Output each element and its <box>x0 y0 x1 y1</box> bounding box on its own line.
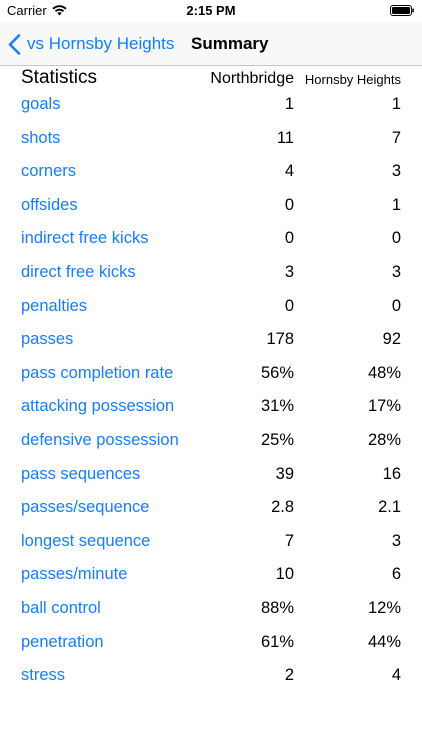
stat-row[interactable]: corners 4 3 <box>0 157 422 191</box>
team-a-value: 0 <box>284 296 294 315</box>
team-b-value: 28% <box>367 430 401 449</box>
stat-row[interactable]: shots 11 7 <box>0 124 422 158</box>
carrier-label: Carrier <box>7 3 47 18</box>
team-a-value: 88% <box>260 598 294 617</box>
team-b-value: 0 <box>391 296 401 315</box>
team-a-value: 3 <box>284 262 294 281</box>
team-a-value: 31% <box>260 397 294 416</box>
team-a-value: 0 <box>284 195 294 214</box>
stat-label[interactable]: passes/minute <box>21 565 128 584</box>
stat-label[interactable]: corners <box>21 162 77 181</box>
team-a-header: Northbridge <box>210 70 294 87</box>
stat-label[interactable]: longest sequence <box>21 531 151 550</box>
team-b-value: 92 <box>382 330 401 349</box>
stat-row[interactable]: direct free kicks 3 3 <box>0 258 422 292</box>
stat-label[interactable]: offsides <box>21 195 78 214</box>
team-a-value: 56% <box>260 363 294 382</box>
navigation-bar: vs Hornsby Heights Summary <box>0 22 422 66</box>
team-a-value: 0 <box>284 229 294 248</box>
team-b-value: 2.1 <box>378 498 401 517</box>
team-b-value: 1 <box>391 195 401 214</box>
stat-label[interactable]: shots <box>21 128 61 147</box>
status-bar: Carrier 2:15 PM <box>0 0 422 22</box>
stat-row[interactable]: attacking possession 31% 17% <box>0 392 422 426</box>
clock: 2:15 PM <box>186 3 236 18</box>
battery-icon <box>390 5 414 16</box>
team-b-value: 17% <box>367 397 401 416</box>
stat-label[interactable]: penalties <box>21 296 88 315</box>
stat-row[interactable]: indirect free kicks 0 0 <box>0 224 422 258</box>
stat-label[interactable]: defensive possession <box>21 430 179 449</box>
stat-row[interactable]: goals 1 1 <box>0 90 422 124</box>
back-button-label: vs Hornsby Heights <box>27 34 175 53</box>
team-b-value: 7 <box>391 128 401 147</box>
stats-list: goals 1 1 shots 11 7 corners 4 3 offsides 0 1 indire… <box>0 90 422 695</box>
stats-title: Statistics <box>21 67 98 88</box>
stat-row[interactable]: offsides 0 1 <box>0 191 422 225</box>
team-a-value: 1 <box>284 95 294 113</box>
stat-row[interactable]: penalties 0 0 <box>0 292 422 326</box>
stat-label[interactable]: passes <box>21 330 74 349</box>
stats-header: Statistics Northbridge Hornsby Heights <box>0 66 422 90</box>
stat-row[interactable]: defensive possession 25% 28% <box>0 426 422 460</box>
page-title: Summary <box>191 34 269 53</box>
wifi-icon <box>52 5 67 16</box>
stat-label[interactable]: pass sequences <box>21 464 141 483</box>
stat-row[interactable]: pass sequences 39 16 <box>0 460 422 494</box>
stat-label[interactable]: ball control <box>21 598 101 617</box>
team-b-value: 3 <box>391 531 401 550</box>
stat-row[interactable]: stress 2 4 <box>0 661 422 695</box>
team-a-value: 10 <box>275 565 294 584</box>
team-a-value: 7 <box>284 531 294 550</box>
team-a-value: 178 <box>266 330 294 349</box>
team-a-value: 2 <box>284 666 294 685</box>
stat-label[interactable]: goals <box>21 95 61 113</box>
team-b-value: 6 <box>391 565 401 584</box>
stat-row[interactable]: passes 178 92 <box>0 325 422 359</box>
stat-row[interactable]: longest sequence 7 3 <box>0 527 422 561</box>
team-b-value: 3 <box>391 162 401 181</box>
team-a-value: 39 <box>275 464 294 483</box>
team-b-value: 1 <box>391 95 401 113</box>
team-b-header: Hornsby Heights <box>304 72 401 87</box>
stat-label[interactable]: passes/sequence <box>21 498 150 517</box>
back-button[interactable]: vs Hornsby Heights <box>8 22 174 66</box>
team-a-value: 25% <box>260 430 294 449</box>
stat-label[interactable]: stress <box>21 666 66 685</box>
team-a-value: 4 <box>284 162 294 181</box>
team-b-value: 4 <box>391 666 401 685</box>
stat-row[interactable]: passes/sequence 2.8 2.1 <box>0 493 422 527</box>
carrier: Carrier <box>7 3 67 18</box>
stat-row[interactable]: passes/minute 10 6 <box>0 560 422 594</box>
stat-label[interactable]: attacking possession <box>21 397 175 416</box>
team-a-value: 61% <box>260 632 294 651</box>
stat-row[interactable]: pass completion rate 56% 48% <box>0 359 422 393</box>
stat-label[interactable]: penetration <box>21 632 104 651</box>
stat-row[interactable]: ball control 88% 12% <box>0 594 422 628</box>
stat-row[interactable]: penetration 61% 44% <box>0 628 422 662</box>
team-b-value: 16 <box>382 464 401 483</box>
team-b-value: 3 <box>391 262 401 281</box>
team-a-value: 2.8 <box>271 498 294 517</box>
team-b-value: 48% <box>367 363 401 382</box>
team-a-value: 11 <box>276 128 294 147</box>
chevron-left-icon <box>8 33 21 55</box>
team-b-value: 12% <box>367 598 401 617</box>
team-b-value: 0 <box>391 229 401 248</box>
team-b-value: 44% <box>367 632 401 651</box>
stat-label[interactable]: pass completion rate <box>21 363 174 382</box>
stat-label[interactable]: direct free kicks <box>21 262 136 281</box>
stat-label[interactable]: indirect free kicks <box>21 229 149 248</box>
